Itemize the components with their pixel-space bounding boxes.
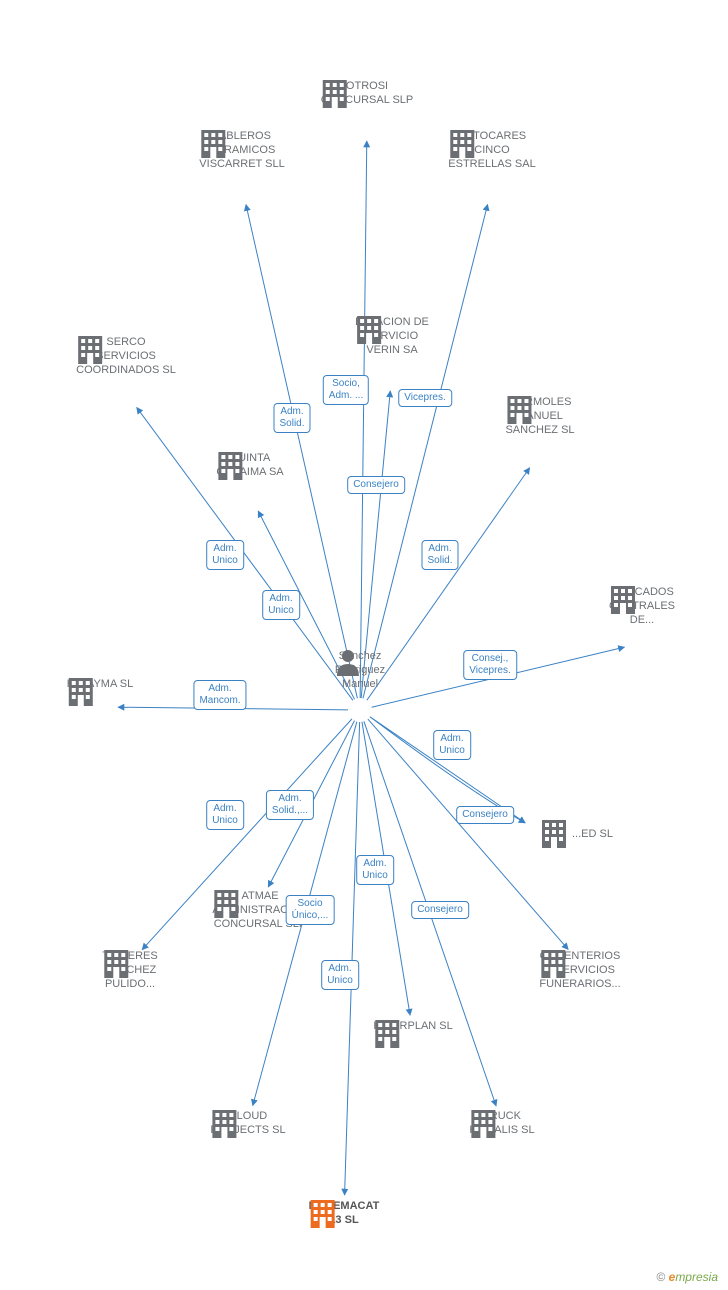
copyright-symbol: © bbox=[656, 1270, 665, 1284]
edge-label-serco: Adm. Unico bbox=[206, 540, 244, 570]
edge-label-quinta: Adm. Unico bbox=[262, 590, 300, 620]
edge-autocares bbox=[363, 204, 488, 698]
edge-label-cloud: Socio Único,... bbox=[286, 895, 335, 925]
node-otrosi[interactable]: OTROSI CONCURSAL SLP bbox=[321, 78, 414, 108]
node-label: ...ED SL bbox=[572, 828, 613, 842]
edge-label-marmoles: Adm. Solid. bbox=[421, 540, 458, 570]
edge-label-cementerios: Consejero bbox=[411, 901, 469, 919]
edge-label-otrosi: Socio, Adm. ... bbox=[323, 375, 369, 405]
edge-label-autocares: Vicepres. bbox=[398, 389, 452, 407]
edge-label-talleres: Adm. Unico bbox=[206, 800, 244, 830]
node-cementerios[interactable]: CEMENTERIOS Y SERVICIOS FUNERARIOS... bbox=[539, 948, 620, 991]
edge-label-nodemacat: Adm. Unico bbox=[321, 960, 359, 990]
edge-otrosi bbox=[360, 141, 367, 698]
node-serco[interactable]: SERCO SERVICIOS COORDINADOS SL bbox=[76, 334, 176, 377]
node-nodemacat[interactable]: NODEMACAT 13 SL bbox=[309, 1198, 380, 1228]
node-truck[interactable]: TRUCK HISPALIS SL bbox=[469, 1108, 534, 1138]
center-person[interactable]: Sanchez Rodriguez Manuel bbox=[335, 648, 385, 691]
node-talleres[interactable]: TALLERES SANCHEZ PULIDO... bbox=[102, 948, 157, 991]
node-autocares[interactable]: AUTOCARES CINCO ESTRELLAS SAL bbox=[448, 128, 535, 171]
node-quinta[interactable]: QUINTA CANAIMA SA bbox=[216, 450, 283, 480]
node-mercados[interactable]: MERCADOS CENTRALES DE... bbox=[609, 584, 675, 627]
network-svg bbox=[0, 0, 728, 1290]
edge-label-woked: Consejero bbox=[456, 806, 514, 824]
node-marmoles[interactable]: MARMOLES MANUEL SANCHEZ SL bbox=[505, 394, 574, 437]
node-inforplan[interactable]: INFORPLAN SL bbox=[373, 1018, 452, 1034]
edge-label-atmae: Adm. Solid.,... bbox=[266, 790, 314, 820]
edge-label-himayma: Adm. Mancom. bbox=[193, 680, 246, 710]
edge-label-woked: Adm. Unico bbox=[433, 730, 471, 760]
node-estacion[interactable]: ESTACION DE SERVICIO VERIN SA bbox=[355, 314, 429, 357]
edge-label-estacion: Consejero bbox=[347, 476, 405, 494]
node-cloud[interactable]: CLOUD PROJECTS SL bbox=[210, 1108, 285, 1138]
brand-rest: mpresia bbox=[675, 1270, 718, 1284]
edge-label-inforplan: Adm. Unico bbox=[356, 855, 394, 885]
edge-label-tableros: Adm. Solid. bbox=[273, 403, 310, 433]
watermark: © empresia bbox=[656, 1270, 718, 1284]
edge-label-mercados: Consej., Vicepres. bbox=[463, 650, 517, 680]
node-himayma[interactable]: HIMAYMA SL bbox=[67, 676, 133, 692]
node-tableros[interactable]: TABLEROS CERAMICOS VISCARRET SLL bbox=[199, 128, 284, 171]
edge-nodemacat bbox=[345, 722, 360, 1195]
